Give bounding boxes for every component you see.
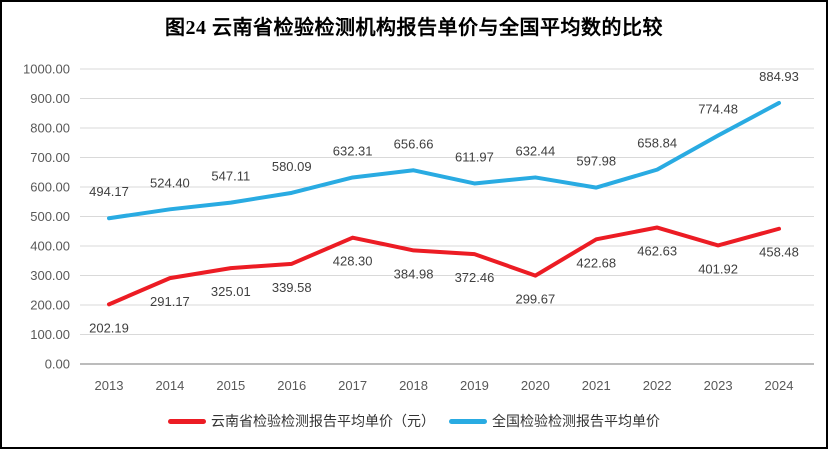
data-label-national: 658.84 <box>637 136 677 151</box>
y-tick-label: 900.00 <box>30 91 70 106</box>
y-tick-label: 0.00 <box>45 357 70 372</box>
data-label-national: 611.97 <box>455 149 494 164</box>
x-tick-label: 2016 <box>277 378 306 393</box>
legend-label-yunnan: 云南省检验检测报告平均单价（元） <box>211 413 435 429</box>
y-tick-label: 400.00 <box>30 239 70 254</box>
data-label-national: 597.98 <box>576 154 616 169</box>
data-label-yunnan: 325.01 <box>211 284 251 299</box>
data-label-national: 632.44 <box>515 143 555 158</box>
legend-item-national: 全国检验检测报告平均单价 <box>449 411 660 431</box>
x-tick-label: 2022 <box>643 378 672 393</box>
data-label-yunnan: 422.68 <box>576 255 616 270</box>
data-label-national: 632.31 <box>333 143 373 158</box>
y-tick-label: 300.00 <box>30 268 70 283</box>
x-tick-label: 2015 <box>216 378 245 393</box>
x-tick-label: 2021 <box>582 378 611 393</box>
data-label-national: 494.17 <box>89 184 129 199</box>
legend-swatch-national-line <box>449 418 487 424</box>
y-tick-label: 500.00 <box>30 209 70 224</box>
data-label-national: 884.93 <box>759 69 799 84</box>
legend: 云南省检验检测报告平均单价（元） 全国检验检测报告平均单价 <box>2 411 826 431</box>
data-label-national: 656.66 <box>394 136 434 151</box>
data-label-yunnan: 401.92 <box>698 261 738 276</box>
y-tick-label: 600.00 <box>30 180 70 195</box>
y-tick-label: 700.00 <box>30 150 70 165</box>
data-label-national: 580.09 <box>272 159 312 174</box>
legend-item-yunnan: 云南省检验检测报告平均单价（元） <box>168 411 435 431</box>
chart-title: 图24 云南省检验检测机构报告单价与全国平均数的比较 <box>165 17 663 39</box>
x-tick-label: 2013 <box>95 378 124 393</box>
data-label-yunnan: 202.19 <box>89 320 129 335</box>
x-tick-label: 2020 <box>521 378 550 393</box>
data-label-national: 774.48 <box>698 102 738 117</box>
series-line-yunnan <box>107 225 781 307</box>
y-tick-label: 1000.00 <box>23 62 70 77</box>
x-tick-label: 2017 <box>338 378 367 393</box>
series-line-national <box>107 100 781 221</box>
y-tick-label: 800.00 <box>30 121 70 136</box>
x-tick-label: 2014 <box>155 378 184 393</box>
x-tick-label: 2023 <box>704 378 733 393</box>
data-label-national: 547.11 <box>211 169 250 184</box>
data-label-national: 524.40 <box>150 175 190 190</box>
y-tick-label: 100.00 <box>30 327 70 342</box>
data-label-yunnan: 339.58 <box>272 280 312 295</box>
data-label-yunnan: 291.17 <box>150 294 190 309</box>
x-tick-label: 2018 <box>399 378 428 393</box>
y-tick-label: 200.00 <box>30 298 70 313</box>
legend-swatch-yunnan-line <box>168 418 206 424</box>
legend-label-national: 全国检验检测报告平均单价 <box>492 413 660 429</box>
x-tick-label: 2019 <box>460 378 489 393</box>
data-label-yunnan: 462.63 <box>637 244 677 259</box>
data-label-yunnan: 458.48 <box>759 245 799 260</box>
x-tick-label: 2024 <box>765 378 794 393</box>
data-label-yunnan: 384.98 <box>394 266 434 281</box>
data-label-yunnan: 428.30 <box>333 254 373 269</box>
data-label-yunnan: 372.46 <box>455 270 495 285</box>
data-label-yunnan: 299.67 <box>515 292 555 307</box>
